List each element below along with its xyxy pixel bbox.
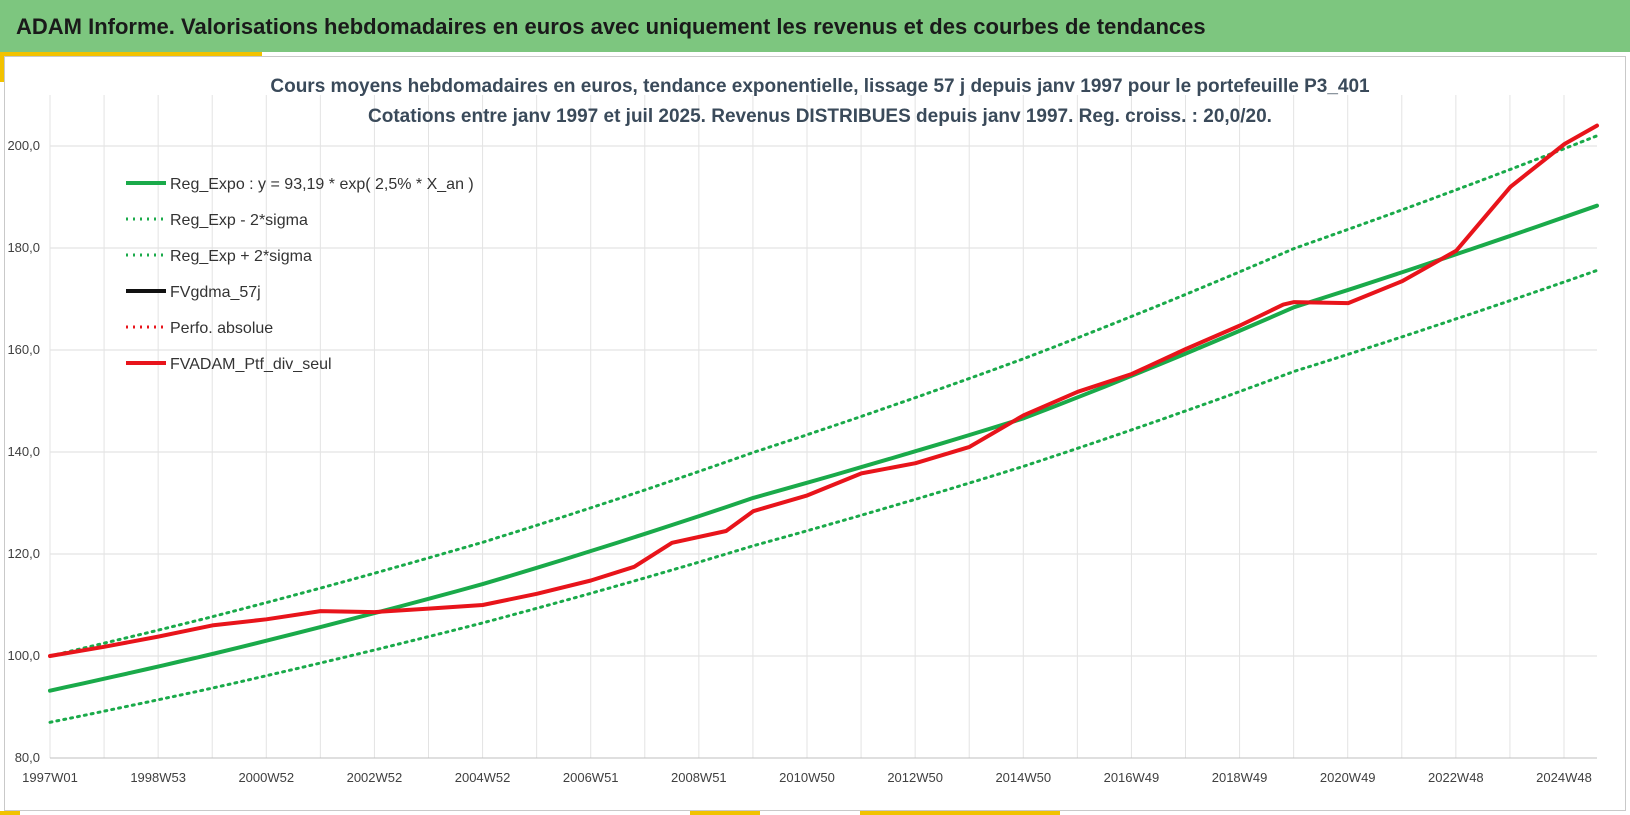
chart-title-line-2: Cotations entre janv 1997 et juil 2025. … (368, 106, 1272, 127)
x-tick-label: 2016W49 (1104, 770, 1160, 785)
header-banner: ADAM Informe. Valorisations hebdomadaire… (0, 0, 1630, 52)
y-tick-label: 180,0 (7, 240, 40, 255)
legend-label: Reg_Exp + 2*sigma (170, 248, 312, 265)
chart-legend: Reg_Expo : y = 93,19 * exp( 2,5% * X_an … (126, 176, 474, 373)
x-tick-label: 2002W52 (347, 770, 403, 785)
x-tick-label: 2018W49 (1212, 770, 1268, 785)
legend-label: Perfo. absolue (170, 320, 273, 337)
y-tick-label: 160,0 (7, 342, 40, 357)
y-axis-ticks: 80,0 100,0 120,0 140,0 160,0 180,0 200,0 (7, 138, 40, 765)
x-axis-ticks: 1997W01 1998W53 2000W52 2002W52 2004W52 2006W… (22, 770, 1592, 785)
chart-series (48, 123, 1599, 724)
x-tick-label: 1997W01 (22, 770, 78, 785)
series-line (48, 124, 1599, 658)
x-tick-label: 2006W51 (563, 770, 619, 785)
x-tick-label: 2020W49 (1320, 770, 1376, 785)
accent-bar (0, 52, 262, 57)
x-tick-label: 2024W48 (1536, 770, 1592, 785)
y-tick-label: 100,0 (7, 648, 40, 663)
chart-grid (49, 95, 1597, 759)
legend-label: Reg_Expo : y = 93,19 * exp( 2,5% * X_an … (170, 176, 474, 193)
chart-title-line-1: Cours moyens hebdomadaires en euros, ten… (270, 76, 1370, 97)
page-title: ADAM Informe. Valorisations hebdomadaire… (16, 14, 1206, 39)
x-tick-label: 2014W50 (995, 770, 1051, 785)
x-tick-label: 2004W52 (455, 770, 511, 785)
bottom-accent-mid (690, 811, 760, 815)
legend-label: FVgdma_57j (170, 284, 261, 301)
x-tick-label: 2008W51 (671, 770, 727, 785)
x-tick-label: 1998W53 (130, 770, 186, 785)
legend-label: FVADAM_Ptf_div_seul (170, 356, 332, 373)
series-line (48, 268, 1599, 724)
y-tick-label: 120,0 (7, 546, 40, 561)
x-tick-label: 2012W50 (887, 770, 943, 785)
bottom-accent-left (0, 811, 20, 815)
legend-label: Reg_Exp - 2*sigma (170, 212, 308, 229)
series-line (48, 123, 1599, 658)
x-tick-label: 2022W48 (1428, 770, 1484, 785)
series-line (48, 134, 1599, 658)
x-tick-label: 2000W52 (238, 770, 294, 785)
y-tick-label: 140,0 (7, 444, 40, 459)
bottom-accent-right (860, 811, 1060, 815)
series-line (48, 203, 1599, 693)
y-tick-label: 80,0 (15, 750, 40, 765)
chart-frame (4, 56, 1626, 811)
y-tick-label: 200,0 (7, 138, 40, 153)
x-tick-label: 2010W50 (779, 770, 835, 785)
series-line (48, 124, 1599, 658)
accent-side (0, 52, 5, 82)
